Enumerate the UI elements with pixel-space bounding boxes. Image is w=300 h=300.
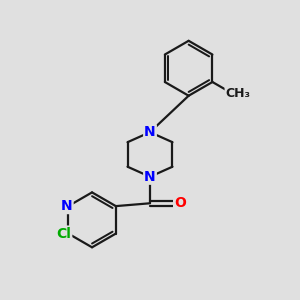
Text: N: N [61,199,73,213]
Text: N: N [144,125,156,139]
Text: Cl: Cl [56,226,71,241]
Text: N: N [144,170,156,184]
Text: O: O [174,196,186,210]
Text: CH₃: CH₃ [226,87,250,100]
